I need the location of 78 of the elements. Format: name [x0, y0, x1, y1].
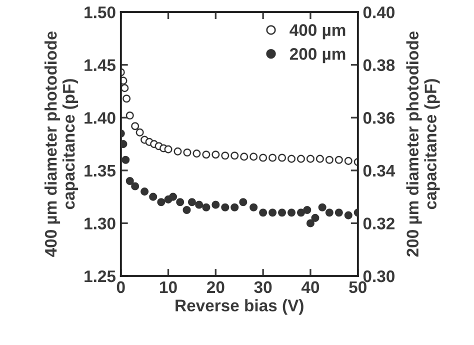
point — [183, 148, 192, 157]
point — [168, 192, 178, 201]
point — [212, 200, 220, 209]
point — [126, 176, 134, 186]
x-tick-label: 10 — [160, 281, 177, 294]
y2-tick-label: 0.32 — [363, 218, 394, 230]
y-tick-label: 1.40 — [84, 112, 116, 124]
y-axis-title: 400 µm diameter photodiode capacitance (pF) — [44, 31, 78, 257]
point — [306, 154, 314, 163]
point — [240, 152, 248, 161]
point — [131, 122, 140, 130]
y-tick-label: 1.45 — [84, 59, 116, 72]
point — [140, 188, 149, 196]
point — [182, 206, 191, 214]
point — [344, 211, 352, 220]
point — [149, 192, 158, 201]
point — [296, 154, 306, 163]
point — [122, 94, 131, 103]
point — [188, 198, 196, 206]
y-tick-label: 1.35 — [84, 164, 116, 177]
point — [126, 112, 134, 120]
point — [344, 156, 352, 165]
point — [250, 152, 258, 161]
point — [303, 206, 312, 214]
x-tick-label: 30 — [254, 281, 272, 294]
point — [164, 145, 172, 154]
y2-tick-label: 0.36 — [363, 112, 395, 124]
y2-tick-label: 0.30 — [363, 270, 394, 282]
y2-tick-label: 0.34 — [363, 164, 396, 177]
legend-label: 400 µm — [290, 24, 346, 40]
point — [311, 214, 320, 222]
x-axis-title: Reverse bias (V) — [176, 299, 304, 315]
x-tick-label: 50 — [349, 281, 366, 294]
point — [230, 203, 239, 212]
point — [287, 208, 296, 217]
y2-axis-title: 200 µm diameter photodiode capacitance (pF) — [406, 31, 440, 257]
point — [176, 198, 184, 206]
point — [296, 208, 306, 217]
point — [316, 154, 324, 163]
point — [221, 203, 230, 212]
point — [192, 150, 201, 158]
point — [268, 208, 277, 217]
point — [250, 203, 258, 212]
y-tick-label: 1.50 — [84, 6, 116, 18]
y2-tick-label: 0.40 — [363, 6, 394, 18]
point — [212, 150, 220, 159]
y-tick-label: 1.30 — [84, 218, 116, 230]
point — [195, 200, 204, 209]
point — [136, 128, 144, 136]
y2-tick-label: 0.38 — [363, 59, 395, 72]
point — [287, 154, 296, 163]
point — [325, 208, 334, 217]
point — [325, 156, 334, 164]
point — [334, 156, 343, 164]
point — [120, 84, 129, 92]
point — [122, 156, 130, 164]
y-tick-label: 1.25 — [84, 270, 116, 282]
point — [202, 203, 210, 212]
point — [202, 150, 210, 159]
point — [318, 203, 326, 212]
point — [334, 208, 343, 217]
point — [157, 198, 166, 206]
point — [230, 152, 239, 160]
x-tick-label: 20 — [206, 281, 224, 294]
point — [174, 147, 182, 156]
point — [268, 154, 277, 162]
x-tick-label: 40 — [301, 281, 320, 294]
legend-label: 200 µm — [290, 48, 346, 64]
point — [239, 198, 248, 206]
point — [131, 182, 140, 190]
point — [278, 208, 286, 217]
point — [221, 152, 230, 160]
point — [120, 140, 128, 148]
x-tick-label: 0 — [116, 281, 125, 294]
point — [278, 154, 286, 162]
point — [306, 219, 314, 228]
point — [259, 208, 268, 217]
point — [259, 154, 268, 162]
